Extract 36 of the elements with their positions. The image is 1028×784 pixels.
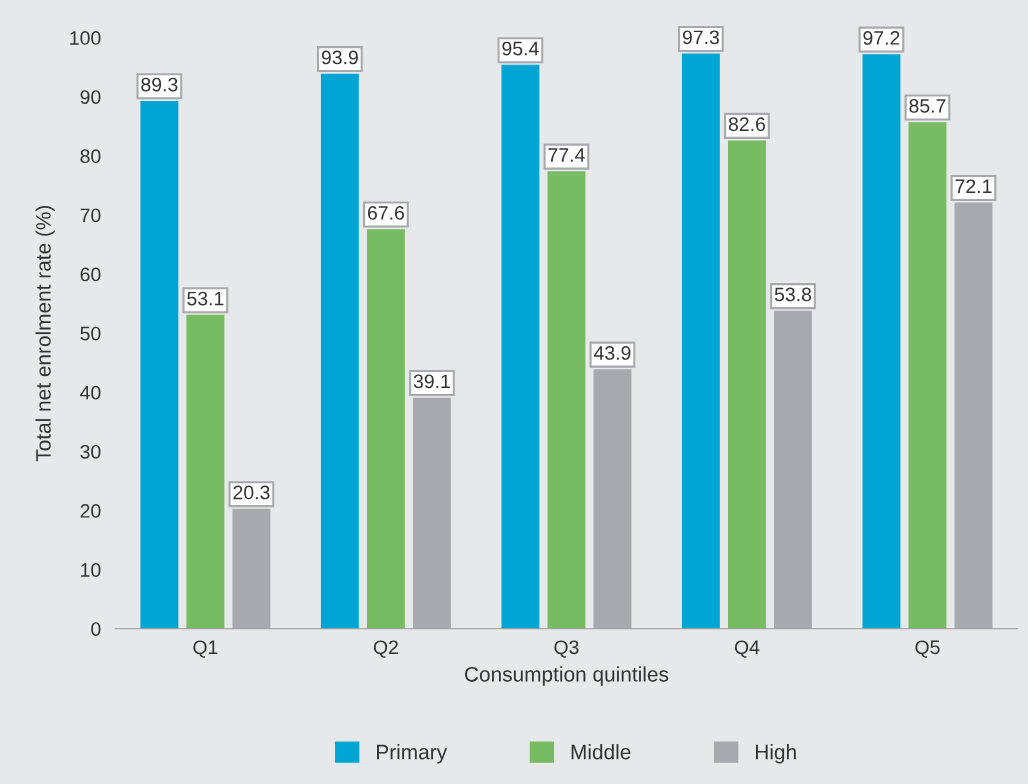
data-label: 77.4 xyxy=(548,148,585,162)
y-axis-title: Total net enrolment rate (%) xyxy=(35,205,55,462)
legend-label: Middle xyxy=(571,744,631,760)
data-label: 97.3 xyxy=(682,30,719,45)
data-label: 95.4 xyxy=(502,41,539,56)
y-tick-label: 90 xyxy=(80,90,101,104)
x-tick-label: Q2 xyxy=(373,640,398,658)
y-tick-label: 10 xyxy=(81,563,101,577)
data-label: 67.6 xyxy=(367,205,404,220)
y-tick-label: 30 xyxy=(80,444,101,459)
legend-label: High xyxy=(755,744,796,764)
y-tick-label: 40 xyxy=(80,385,101,400)
data-label: 97.2 xyxy=(863,31,900,45)
y-tick-label: 60 xyxy=(80,267,101,282)
data-label: 89.3 xyxy=(141,77,178,92)
y-tick-label: 50 xyxy=(80,326,101,341)
data-label: 43.9 xyxy=(593,346,631,360)
y-tick-label: 80 xyxy=(80,149,101,164)
y-tick-label: 100 xyxy=(70,31,101,45)
x-tick-label: Q3 xyxy=(554,640,579,658)
legend-label: Primary xyxy=(377,744,448,764)
data-label: 82.6 xyxy=(728,117,766,132)
data-label: 20.3 xyxy=(233,485,270,500)
y-tick-label: 70 xyxy=(80,208,101,223)
data-label: 93.9 xyxy=(321,50,358,65)
x-tick-label: Q1 xyxy=(193,640,218,658)
data-label: 39.1 xyxy=(413,374,450,389)
data-label: 53.1 xyxy=(187,291,224,306)
y-tick-label: 20 xyxy=(80,504,101,518)
x-tick-label: Q5 xyxy=(915,640,940,658)
data-label: 85.7 xyxy=(909,99,946,113)
x-tick-label: Q4 xyxy=(734,640,760,658)
data-label: 53.8 xyxy=(774,287,812,302)
data-label: 72.1 xyxy=(955,179,992,193)
x-axis-title: Consumption quintiles xyxy=(465,666,669,686)
y-tick-label: 0 xyxy=(91,622,101,637)
